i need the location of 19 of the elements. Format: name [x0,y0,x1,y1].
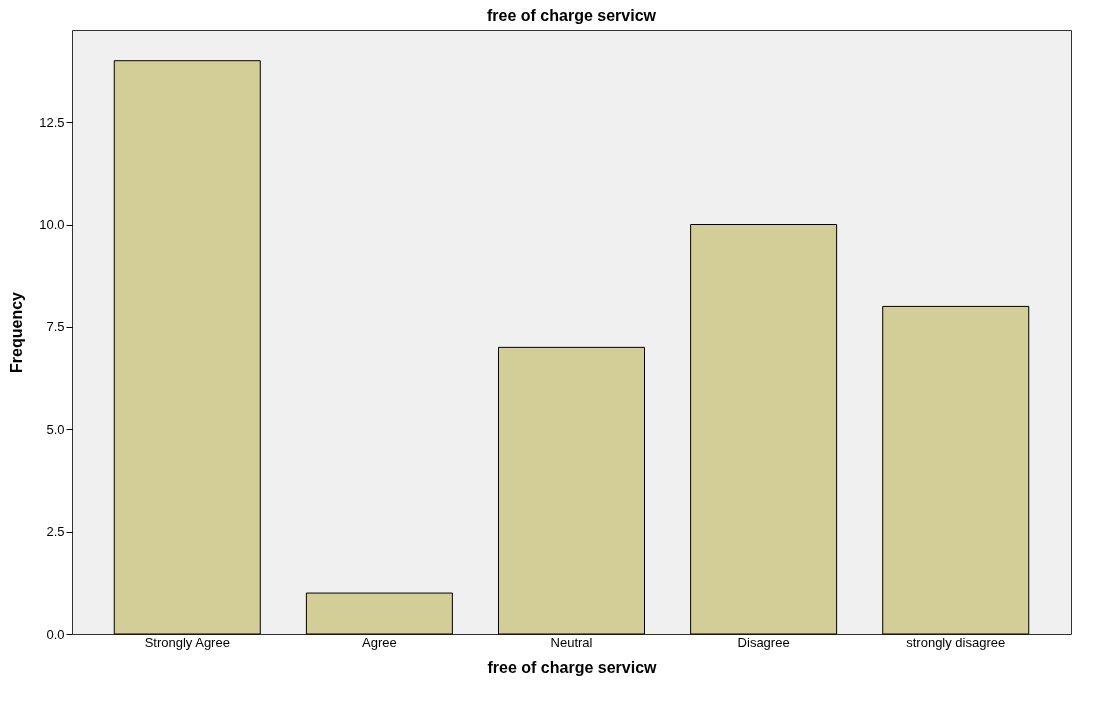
y-tick-label: 0.0 [46,626,65,642]
y-tick-label: 7.5 [46,319,65,335]
x-tick-label: Strongly Agree [144,634,230,650]
bar [882,305,1030,635]
x-axis-title: free of charge servicw [487,658,658,676]
y-tick-label: 12.5 [39,114,65,130]
y-tick-label: 10.0 [39,217,65,233]
bar [305,592,453,635]
bar [113,60,261,635]
y-tick-label: 5.0 [46,421,65,437]
x-tick-label: Agree [362,634,397,650]
y-axis-title: Frequency [8,291,26,373]
x-tick-label: Neutral [550,634,593,650]
bar [498,346,645,635]
x-tick-label: Disagree [737,634,790,650]
x-tick-label: strongly disagree [906,634,1006,650]
y-tick-label: 2.5 [46,524,65,540]
chart-title: free of charge servicw [487,7,657,24]
bar [690,224,838,635]
